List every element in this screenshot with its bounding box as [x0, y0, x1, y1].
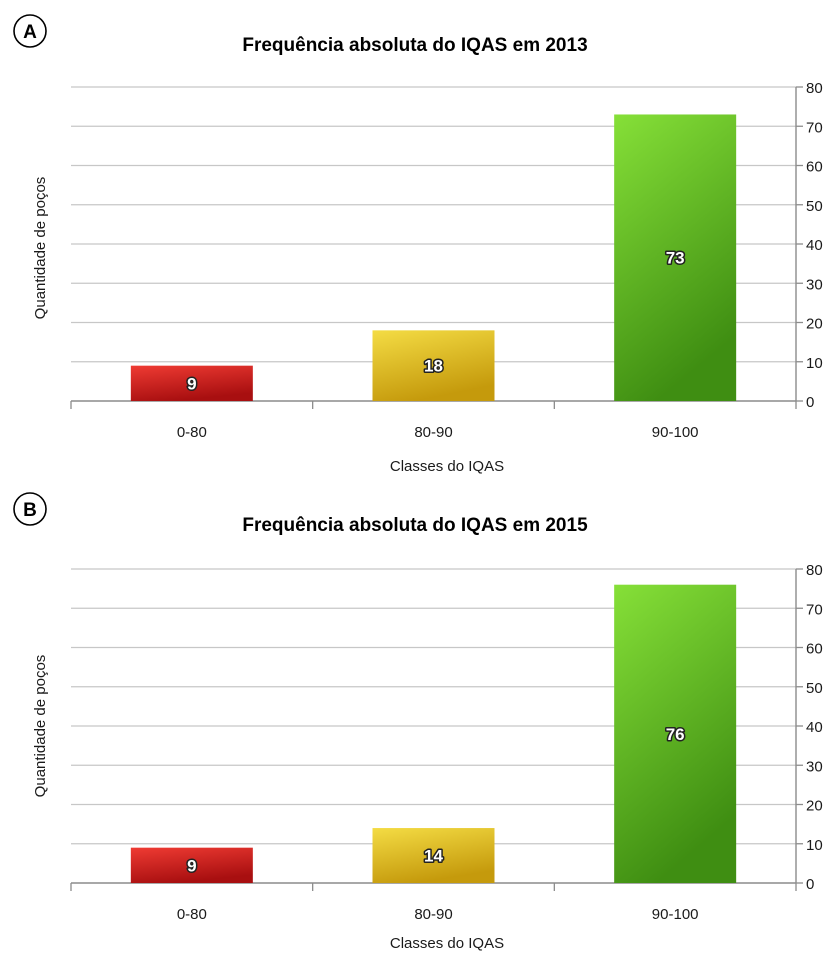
panel-label: A	[23, 22, 37, 43]
x-tick-label: 0-80	[177, 424, 207, 441]
data-label: 76	[666, 725, 685, 744]
data-label: 9	[187, 856, 196, 875]
y-tick-label: 40	[806, 719, 823, 736]
y-tick-label: 20	[806, 316, 823, 333]
x-tick-label: 0-80	[177, 906, 207, 923]
chart-title: Frequência absoluta do IQAS em 2015	[242, 515, 588, 536]
panel-label-circle	[13, 14, 47, 48]
y-tick-label: 10	[806, 837, 823, 854]
x-tick-label: 80-90	[414, 906, 452, 923]
chart-panel-b: B Frequência absoluta do IQAS em 2015 Qu…	[13, 492, 823, 952]
y-axis-title: Quantidade de poços	[32, 177, 49, 320]
y-tick-label: 60	[806, 159, 823, 176]
data-label: 14	[424, 847, 443, 866]
data-label: 73	[666, 249, 685, 268]
panel-label: B	[23, 500, 37, 521]
y-tick-label: 40	[806, 237, 823, 254]
bar-90-100	[614, 584, 737, 883]
x-tick-label: 80-90	[414, 424, 452, 441]
bar-0-80	[130, 365, 253, 401]
y-tick-label: 30	[806, 758, 823, 775]
x-axis-title: Classes do IQAS	[390, 458, 504, 475]
y-tick-label: 60	[806, 641, 823, 658]
y-tick-label: 50	[806, 198, 823, 215]
y-tick-label: 80	[806, 562, 823, 579]
x-axis-title: Classes do IQAS	[390, 935, 504, 952]
y-tick-label: 50	[806, 680, 823, 697]
y-tick-label: 10	[806, 355, 823, 372]
bar-0-80	[130, 847, 253, 883]
panel-label-circle	[13, 492, 47, 526]
x-tick-label: 90-100	[652, 424, 699, 441]
plot-area: 0 10 20 30 40 50 60 70 80 9 0-80 18 80-90 73 90-100	[70, 80, 823, 441]
x-tick-label: 90-100	[652, 906, 699, 923]
y-tick-label: 70	[806, 119, 823, 136]
bar-90-100	[614, 114, 737, 401]
y-tick-label: 0	[806, 876, 814, 893]
y-tick-label: 30	[806, 276, 823, 293]
y-tick-label: 80	[806, 80, 823, 97]
y-tick-label: 0	[806, 394, 814, 411]
bar-80-90	[372, 330, 495, 401]
data-label: 18	[424, 357, 443, 376]
data-label: 9	[187, 374, 196, 393]
chart-panel-a: A Frequência absoluta do IQAS em 2013 Qu…	[13, 14, 823, 475]
y-axis-title: Quantidade de poços	[32, 655, 49, 798]
y-tick-label: 20	[806, 798, 823, 815]
plot-area: 0 10 20 30 40 50 60 70 80 9 0-80 14 80-90 76 90-100	[70, 562, 823, 923]
y-tick-label: 70	[806, 601, 823, 618]
chart-title: Frequência absoluta do IQAS em 2013	[242, 35, 587, 56]
bar-80-90	[372, 828, 495, 883]
